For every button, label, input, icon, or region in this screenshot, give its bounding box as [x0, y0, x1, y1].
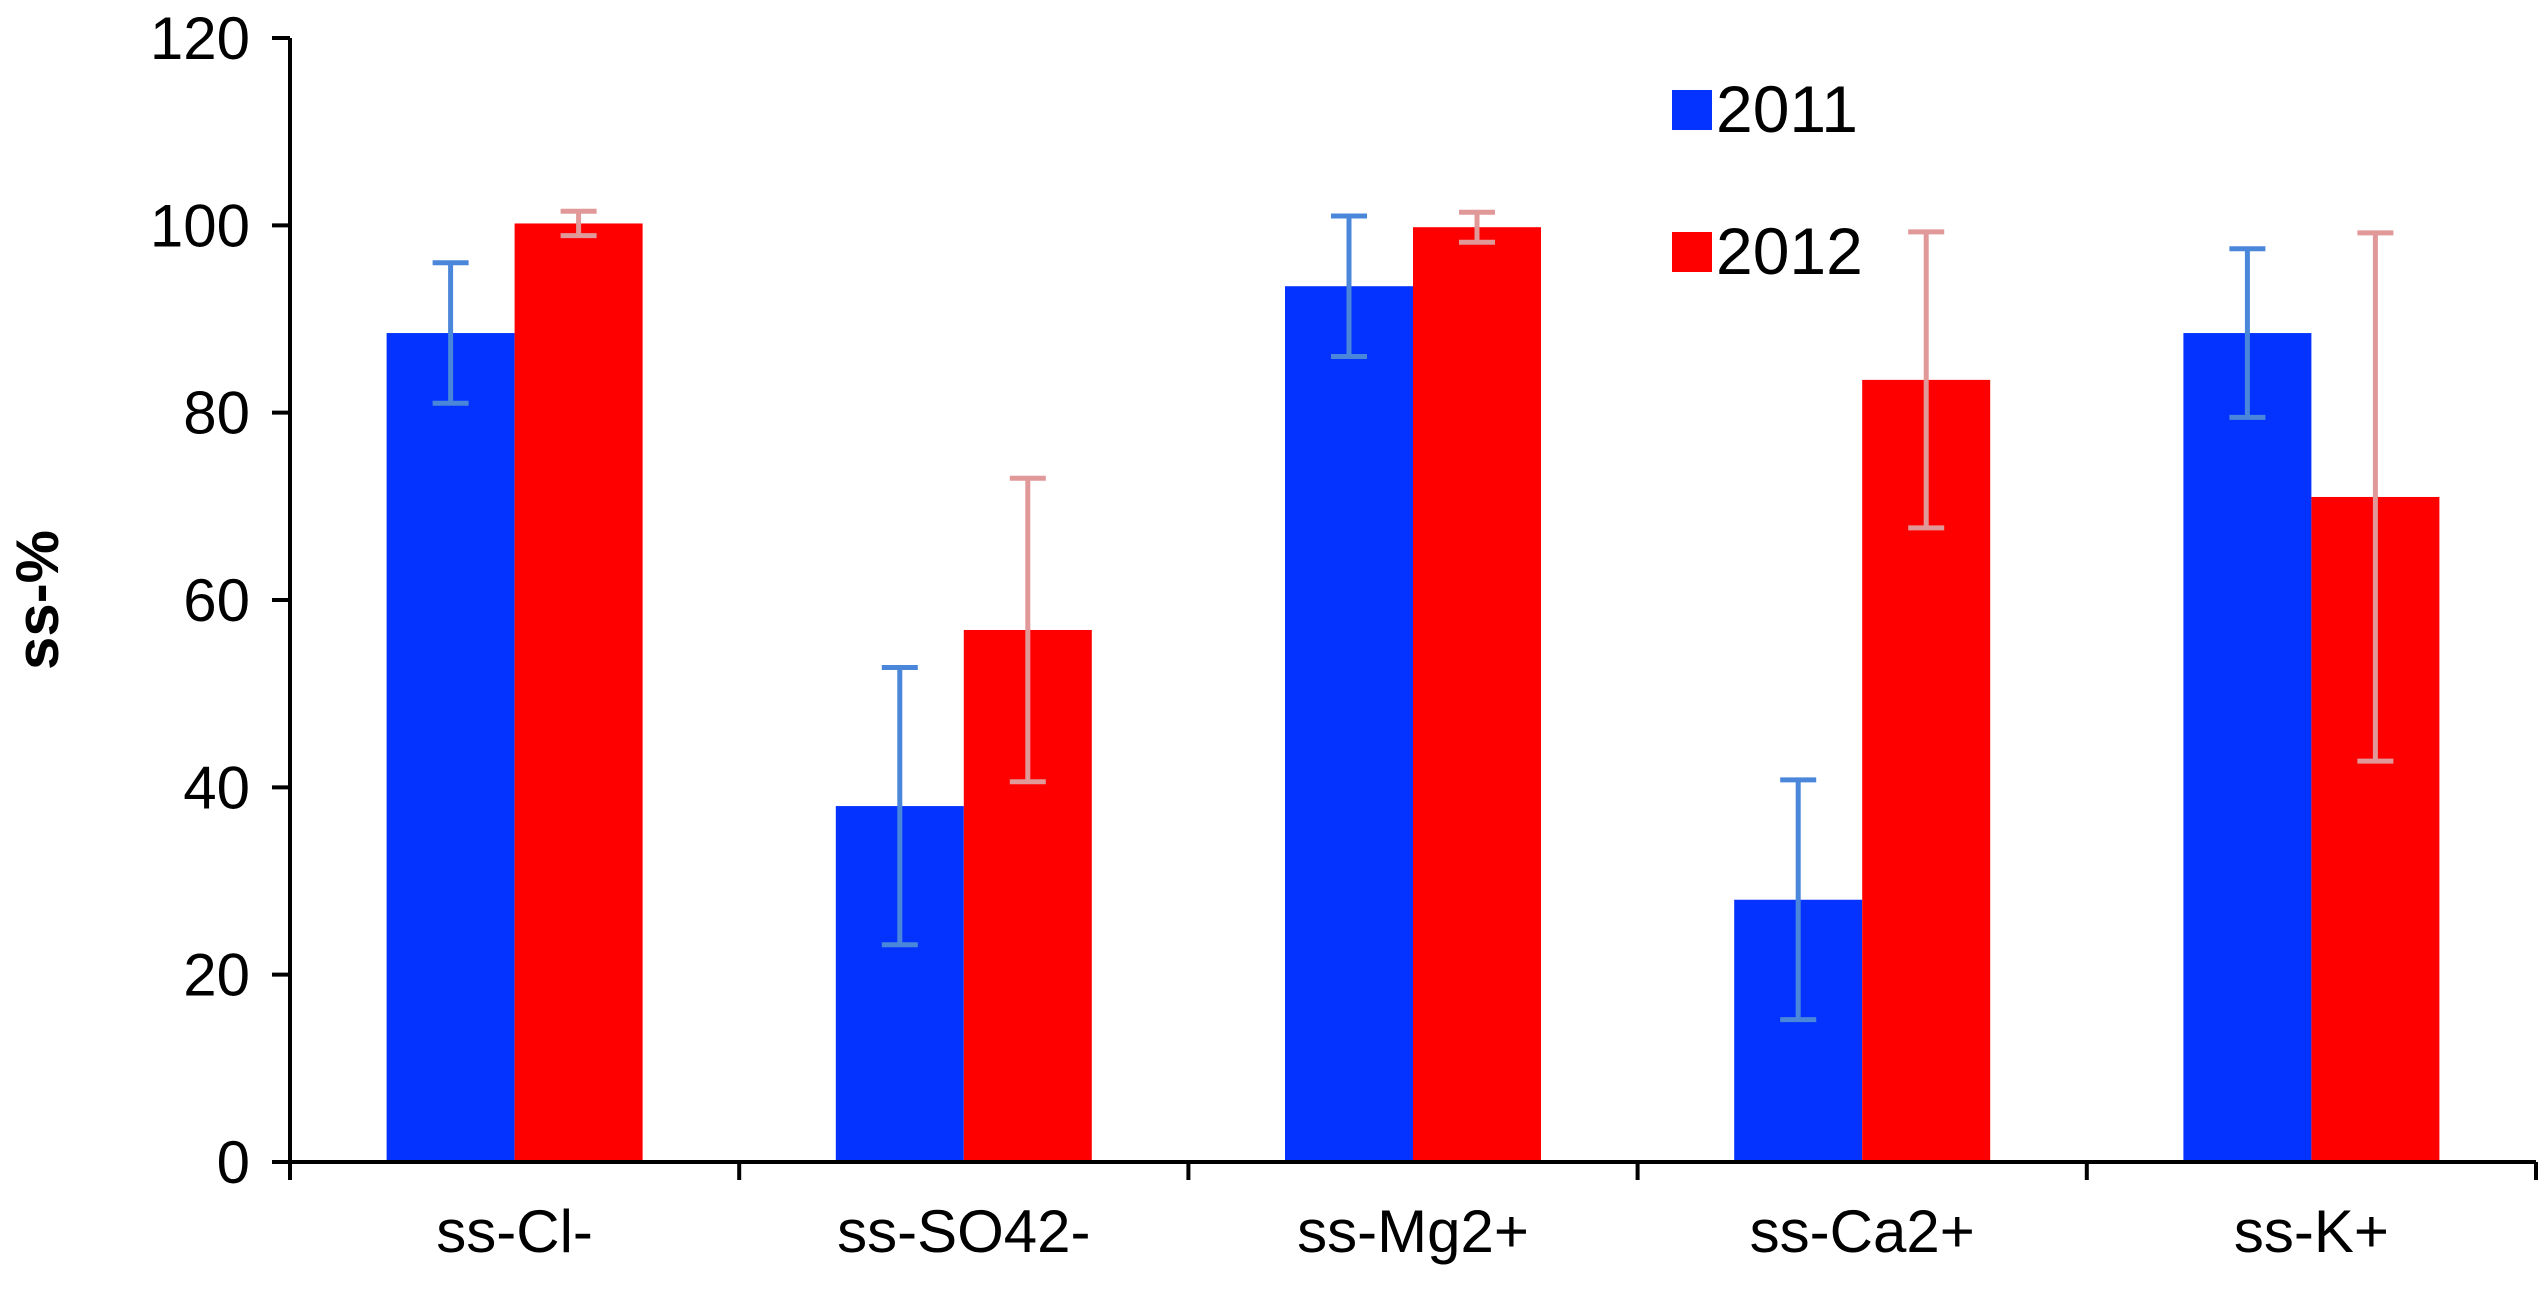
- y-tick-label: 40: [183, 754, 250, 821]
- error-bar-2012-ss-K+: [2357, 230, 2394, 764]
- error-bar-2011-ss-Mg2+: [1331, 213, 1367, 359]
- error-bar-2012-ss-SO42-: [1009, 475, 1046, 785]
- legend: 2011 2012: [1672, 72, 1863, 288]
- x-tick-label: ss-Cl-: [436, 1198, 593, 1265]
- bar-2011-ss-Mg2+: [1285, 286, 1413, 1160]
- error-bar-2012-ss-Mg2+: [1459, 209, 1495, 245]
- y-tick-label: 100: [150, 192, 250, 259]
- x-tick-label: ss-Ca2+: [1750, 1198, 1975, 1265]
- y-tick-label: 120: [150, 5, 250, 72]
- error-bar-2011-ss-Ca2+: [1780, 777, 1817, 1023]
- x-tick-label: ss-SO42-: [837, 1198, 1090, 1265]
- bar-2011-ss-K+: [2183, 333, 2312, 1160]
- error-bars: [432, 208, 2394, 1023]
- legend-swatch-2012: [1672, 232, 1712, 272]
- y-axis-label: ss-%: [4, 530, 71, 670]
- y-tick-label: 60: [183, 567, 250, 634]
- x-tick-label: ss-K+: [2234, 1198, 2389, 1265]
- y-tick-label: 0: [217, 1129, 250, 1196]
- y-tick-label: 20: [183, 942, 250, 1009]
- error-bar-2012-ss-Ca2+: [1908, 229, 1945, 531]
- bar-2011-ss-Cl-: [386, 333, 515, 1160]
- error-bar-2011-ss-SO42-: [881, 664, 918, 948]
- y-tick-label: 80: [183, 380, 250, 447]
- legend-label-2012: 2012: [1716, 214, 1863, 288]
- error-bar-2011-ss-Cl-: [432, 260, 469, 406]
- bars: [386, 223, 2440, 1161]
- x-tick-label: ss-Mg2+: [1297, 1198, 1529, 1265]
- legend-swatch-2011: [1672, 90, 1712, 130]
- error-bar-2011-ss-K+: [2229, 246, 2266, 420]
- bar-2012-ss-Mg2+: [1413, 227, 1541, 1160]
- error-bar-2012-ss-Cl-: [560, 208, 597, 239]
- tick-labels: 0 20 40 60 80 100 120 ss-Cl-ss-SO42- ss-Mg2+ ss-C…: [150, 5, 2389, 1265]
- bar-2012-ss-Cl-: [514, 223, 643, 1160]
- axes: [272, 36, 2538, 1180]
- legend-label-2011: 2011: [1716, 72, 1858, 146]
